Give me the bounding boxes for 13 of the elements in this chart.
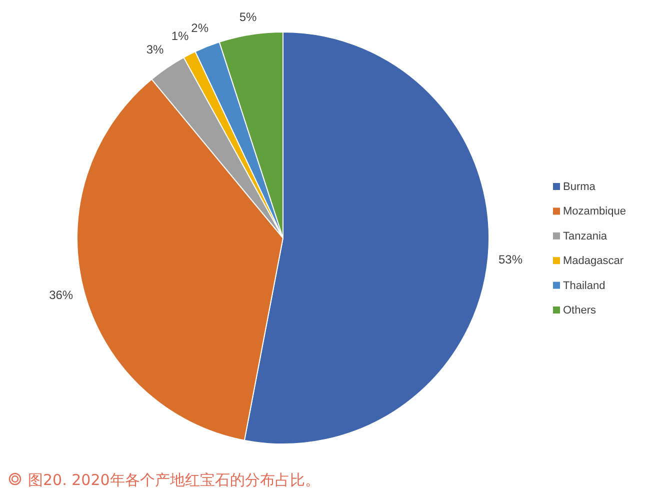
legend-label: Thailand bbox=[563, 280, 606, 292]
legend-label: Others bbox=[563, 304, 597, 316]
legend-label: Madagascar bbox=[563, 255, 624, 268]
caption: 图20. 2020年各个产地红宝石的分布占比。 bbox=[28, 471, 320, 489]
data-label: 53% bbox=[498, 252, 523, 267]
data-label: 3% bbox=[146, 42, 164, 57]
legend-label: Burma bbox=[563, 181, 596, 193]
legend-label: Mozambique bbox=[563, 206, 626, 218]
data-label: 2% bbox=[191, 20, 209, 35]
data-label: 1% bbox=[171, 28, 190, 43]
legend-label: Tanzania bbox=[563, 230, 608, 242]
data-label: 5% bbox=[239, 10, 257, 24]
data-label: 36% bbox=[49, 288, 74, 302]
